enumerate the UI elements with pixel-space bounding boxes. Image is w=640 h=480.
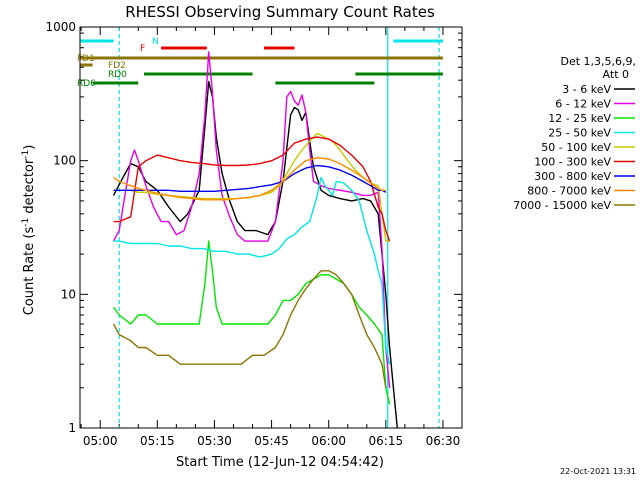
plot-border: [79, 26, 463, 429]
legend-label: 3 - 6 keV: [562, 83, 611, 96]
x-axis-label: Start Time (12-Jun-12 04:54:42): [176, 455, 384, 470]
y-axis-label: Count Rate (s-1 detector-1): [21, 145, 37, 316]
state-bar-label: F: [140, 44, 145, 54]
x-tick-label: 05:15: [140, 434, 175, 448]
x-tick-label: 05:45: [254, 434, 289, 448]
x-tick-label: 06:30: [426, 434, 461, 448]
series-line: [112, 51, 391, 388]
legend-label: 300 - 800 keV: [534, 170, 611, 183]
legend-header: Det 1,3,5,6,9,: [560, 55, 636, 68]
x-tick-label: 05:30: [197, 434, 232, 448]
y-tick-label: 1: [68, 421, 76, 435]
x-tick-label: 06:15: [369, 434, 404, 448]
legend-label: 25 - 50 keV: [548, 127, 611, 140]
legend-label: 6 - 12 keV: [555, 98, 611, 111]
chart-title: RHESSI Observing Summary Count Rates: [125, 3, 435, 21]
legend-header: Att 0: [603, 68, 629, 81]
state-bar-label: FD2: [108, 61, 126, 71]
series-lines: [112, 51, 398, 428]
series-line: [113, 136, 391, 242]
plot-frame: [79, 26, 463, 429]
state-bar-label: N: [152, 37, 159, 47]
legend: Det 1,3,5,6,9,Att 0 3 - 6 keV 6 - 12 keV12…: [513, 55, 636, 212]
legend-label: 800 - 7000 keV: [527, 185, 611, 198]
legend-label: 12 - 25 keV: [548, 112, 611, 125]
timestamp-label: 22-Oct-2021 13:31: [560, 467, 636, 476]
state-bar-label: FD1: [77, 54, 95, 64]
series-line: [112, 270, 387, 388]
legend-label: 100 - 300 keV: [534, 156, 611, 169]
y-tick-label: 1000: [45, 20, 76, 34]
series-line: [113, 164, 387, 193]
y-tick-label: 100: [53, 154, 76, 168]
axes: [80, 26, 463, 429]
y-tick-label: 10: [61, 287, 76, 301]
legend-label: 7000 - 15000 keV: [513, 199, 611, 212]
series-line: [113, 157, 386, 201]
state-bar-label: RD0: [108, 70, 127, 80]
legend-label: 50 - 100 keV: [541, 141, 611, 154]
state-bar-label: RD6: [77, 79, 96, 89]
tick-labels: 1 10 100 1000 05:00 05:15 05:30 05:45 06:00 06:15…: [45, 20, 460, 448]
x-tick-label: 05:00: [83, 434, 118, 448]
x-tick-label: 06:00: [311, 434, 346, 448]
series-line: [112, 80, 398, 428]
series-line: [113, 176, 391, 365]
